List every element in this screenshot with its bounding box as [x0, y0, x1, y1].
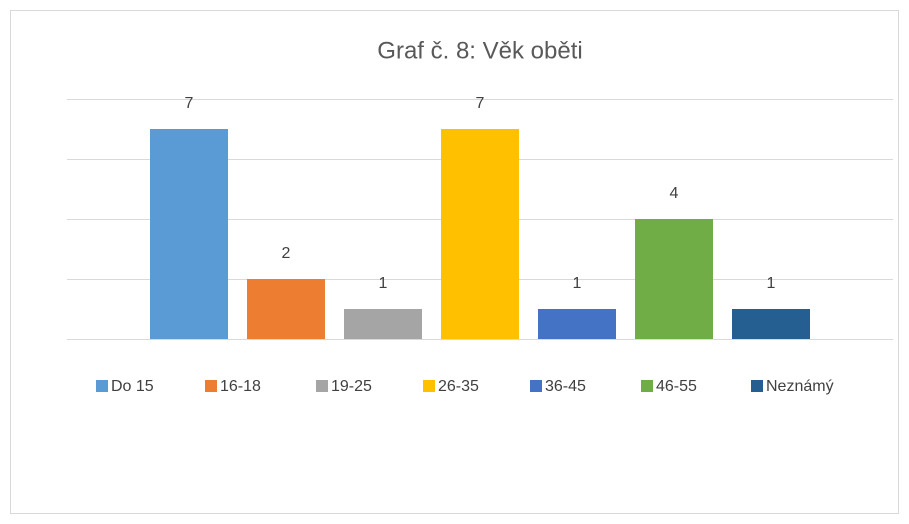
legend-label: Do 15	[111, 378, 154, 395]
chart-title: Graf č. 8: Věk oběti	[377, 37, 582, 64]
bar	[150, 129, 228, 339]
legend-swatch	[641, 380, 653, 392]
data-label: 7	[476, 95, 485, 112]
bar	[635, 219, 713, 339]
legend-swatch	[423, 380, 435, 392]
data-label: 1	[767, 275, 776, 292]
legend-label: Neznámý	[766, 378, 834, 395]
legend-swatch	[96, 380, 108, 392]
data-label: 4	[670, 185, 679, 202]
bar	[538, 309, 616, 339]
legend-label: 16-18	[220, 378, 261, 395]
bar	[247, 279, 325, 339]
data-label: 1	[379, 275, 388, 292]
bar	[344, 309, 422, 339]
legend-swatch	[751, 380, 763, 392]
legend-label: 26-35	[438, 378, 479, 395]
legend-swatch	[205, 380, 217, 392]
legend-label: 46-55	[656, 378, 697, 395]
legend-label: 19-25	[331, 378, 372, 395]
legend-swatch	[316, 380, 328, 392]
data-label: 2	[282, 245, 291, 262]
bar	[441, 129, 519, 339]
legend-label: 36-45	[545, 378, 586, 395]
bar	[732, 309, 810, 339]
data-label: 1	[573, 275, 582, 292]
data-label: 7	[185, 95, 194, 112]
legend-swatch	[530, 380, 542, 392]
